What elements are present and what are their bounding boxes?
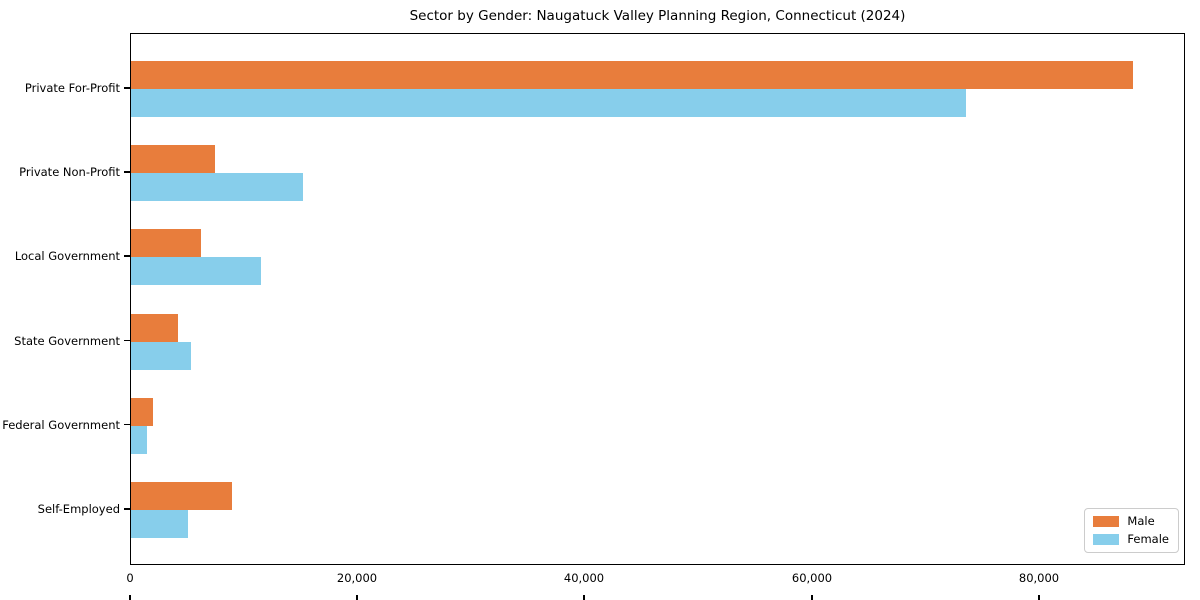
y-tick-local-government [124, 255, 130, 257]
plot-area: Male Female [130, 33, 1185, 565]
x-tick-label-60000: 60,000 [791, 571, 833, 585]
y-tick-label-private-non-profit: Private Non-Profit [19, 165, 120, 180]
legend-label-male: Male [1127, 514, 1155, 528]
x-tick-label-40000: 40,000 [563, 571, 605, 585]
y-tick-state-government [124, 339, 130, 342]
bar-male-state-government [131, 313, 178, 342]
x-tick-20000 [356, 595, 358, 600]
x-tick-label-20000: 20,000 [336, 571, 378, 585]
y-tick-federal-government [124, 423, 130, 426]
bar-female-private-non-profit [131, 173, 303, 202]
x-tick-40000 [583, 595, 585, 600]
bar-female-self-employed [131, 510, 188, 538]
bar-female-private-for-profit [131, 89, 966, 117]
bar-female-state-government [131, 341, 191, 370]
x-tick-0 [129, 595, 131, 600]
x-tick-80000 [1038, 595, 1040, 600]
y-tick-self-employed [124, 508, 130, 510]
y-tick-label-local-government: Local Government [14, 249, 120, 264]
y-tick-label-self-employed: Self-Employed [37, 502, 120, 516]
bar-male-private-non-profit [131, 145, 215, 174]
y-axis: Private For-Profit Private Non-Profit Loca… [0, 33, 130, 565]
x-tick-label-0: 0 [126, 571, 134, 585]
y-tick-label-federal-government: Federal Government [2, 417, 120, 432]
legend-row-male: Male [1093, 515, 1169, 528]
x-tick-label-80000: 80,000 [1018, 571, 1060, 585]
y-tick-private-for-profit [124, 87, 130, 89]
bar-female-local-government [131, 257, 261, 286]
x-tick-60000 [811, 595, 813, 600]
x-axis: 0 20,000 40,000 60,000 80,000 [126, 565, 1185, 600]
legend-swatch-female [1093, 534, 1120, 545]
legend-label-female: Female [1127, 532, 1169, 546]
y-tick-private-non-profit [124, 171, 130, 173]
y-tick-label-private-for-profit: Private For-Profit [24, 81, 120, 95]
legend-swatch-male [1093, 516, 1120, 527]
legend: Male Female [1084, 508, 1179, 553]
y-tick-label-state-government: State Government [14, 333, 120, 348]
bar-male-self-employed [131, 482, 232, 510]
chart-title: Sector by Gender: Naugatuck Valley Plann… [409, 8, 906, 24]
bar-male-federal-government [131, 397, 153, 426]
legend-row-female: Female [1093, 533, 1169, 546]
bar-male-local-government [131, 229, 201, 258]
bar-male-private-for-profit [131, 61, 1133, 89]
bar-female-federal-government [131, 425, 147, 454]
